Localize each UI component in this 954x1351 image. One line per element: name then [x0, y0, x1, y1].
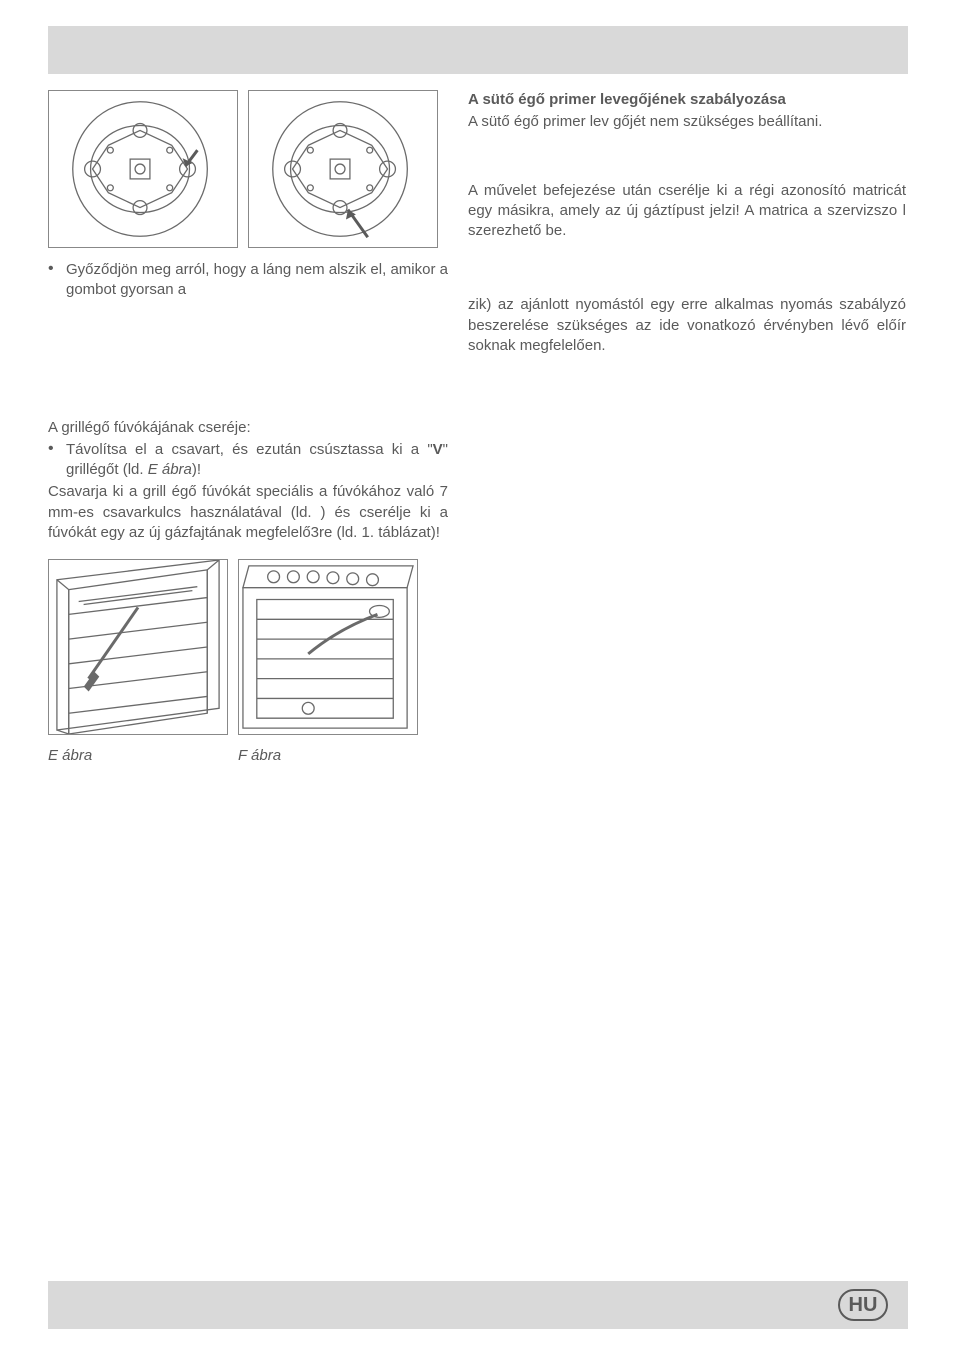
grill-section: A grillégő fúvókájának cseréje: • Távolí…	[48, 418, 448, 544]
bullet-remove-screw: • Távolítsa el a csavart, és ezután csús…	[48, 440, 448, 483]
bullet-remove-text: Távolítsa el a csavart, és ezután csúszt…	[66, 440, 448, 481]
right-para3: zik) az ajánlott nyomástól egy erre alka…	[468, 295, 906, 356]
bullet-dot-icon: •	[48, 440, 66, 483]
oven-diagram-e	[48, 559, 228, 735]
right-para2: A művelet befejezése után cserélje ki a …	[468, 181, 906, 242]
language-badge: HU	[838, 1289, 888, 1321]
oven-caption-row: E ábra F ábra	[48, 747, 448, 764]
oven-diagram-f	[238, 559, 418, 735]
right-para1: A sütő égő primer lev gőjét nem szüksége…	[468, 112, 906, 132]
burner-diagram-2	[248, 90, 438, 248]
caption-f: F ábra	[238, 747, 418, 764]
right-section-1: A sütő égő primer levegőjének szabályozá…	[468, 90, 906, 133]
right-column: A sütő égő primer levegőjének szabályozá…	[464, 90, 906, 764]
right-section-3: zik) az ajánlott nyomástól egy erre alka…	[468, 295, 906, 356]
oven-diagram-row	[48, 559, 448, 735]
footer-bar: HU	[48, 1281, 908, 1329]
header-bar	[48, 26, 908, 74]
grill-para2: Csavarja ki a grill égő fúvókát speciáli…	[48, 482, 448, 543]
language-code: HU	[849, 1294, 878, 1317]
burner-diagram-1	[48, 90, 238, 248]
caption-e: E ábra	[48, 747, 228, 764]
bullet-flame-check: • Győződjön meg arról, hogy a láng nem a…	[48, 260, 448, 303]
right-section-2: A művelet befejezése után cserélje ki a …	[468, 181, 906, 242]
grill-heading: A grillégő fúvókájának cseréje:	[48, 418, 448, 438]
left-column: • Győződjön meg arról, hogy a láng nem a…	[48, 90, 448, 764]
burner-diagram-row	[48, 90, 448, 248]
bullet-flame-text: Győződjön meg arról, hogy a láng nem als…	[66, 260, 448, 301]
content: • Győződjön meg arról, hogy a láng nem a…	[48, 90, 906, 764]
bullet-dot-icon: •	[48, 260, 66, 303]
right-heading1: A sütő égő primer levegőjének szabályozá…	[468, 90, 906, 110]
